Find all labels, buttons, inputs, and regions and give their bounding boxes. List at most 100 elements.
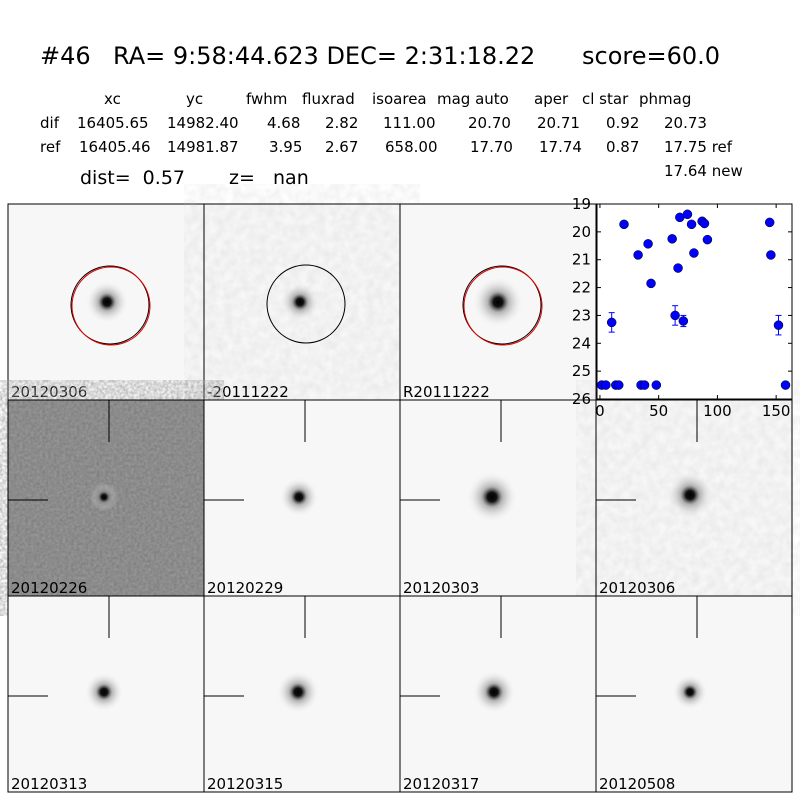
- column-header: yc: [186, 90, 203, 108]
- stamp: 20120508: [595, 595, 793, 793]
- point: [639, 380, 650, 390]
- point: [682, 209, 693, 220]
- cell: 20.73: [664, 114, 707, 132]
- cell: 14981.87: [167, 138, 239, 156]
- aperture-ref: [70, 265, 150, 345]
- column-header: aper: [534, 90, 569, 108]
- stamp: 20120229: [203, 399, 401, 597]
- column-header: fluxrad: [302, 90, 355, 108]
- point: [764, 217, 775, 228]
- cell: 658.00: [385, 138, 438, 156]
- point: [601, 380, 611, 390]
- stamp-label: 20120313: [11, 775, 87, 793]
- point: [606, 317, 617, 328]
- y-tick-label: 21: [572, 251, 591, 269]
- score: score=60.0: [582, 42, 720, 70]
- star: [90, 483, 118, 511]
- stamp: 20120306: [595, 399, 793, 597]
- column-header: xc: [104, 90, 121, 108]
- stamp: 20120317: [399, 595, 597, 793]
- column-header: fwhm: [246, 90, 287, 108]
- star: [466, 471, 518, 523]
- point: [689, 248, 699, 258]
- column-header: phmag: [639, 90, 691, 108]
- column-header: mag auto: [437, 90, 509, 108]
- stamp: 20120226: [7, 399, 205, 597]
- stamp: R20111222: [399, 203, 597, 401]
- star: [472, 276, 524, 328]
- cell: 3.95: [269, 138, 302, 156]
- z-value: z= nan: [229, 167, 309, 189]
- cell: 20.70: [468, 114, 511, 132]
- star: [84, 672, 124, 712]
- cell: 4.68: [267, 114, 300, 132]
- aperture-new: [463, 266, 543, 346]
- star: [672, 674, 708, 710]
- stamp-label: 20120508: [599, 775, 675, 793]
- phmag-new: 17.64 new: [664, 162, 743, 180]
- point: [673, 263, 683, 273]
- stamp-label: 20120317: [403, 775, 479, 793]
- aperture: [266, 264, 346, 344]
- column-header: cl star: [582, 90, 629, 108]
- row-label: dif: [40, 114, 60, 132]
- y-tick-label: 22: [572, 279, 591, 297]
- stamp: -20111222: [203, 203, 401, 401]
- cell: 16405.46: [79, 138, 151, 156]
- star: [280, 282, 320, 322]
- point: [670, 310, 680, 321]
- cell: 14982.40: [167, 114, 239, 132]
- point: [686, 219, 697, 230]
- stamps: 20120306 -20111222 R20111222 20120226 201202…: [7, 203, 793, 793]
- cell: 16405.65: [77, 114, 149, 132]
- star: [472, 670, 516, 714]
- coordinates: RA= 9:58:44.623 DEC= 2:31:18.22: [113, 42, 535, 70]
- cell: 0.87: [606, 138, 639, 156]
- cell: 20.71: [537, 114, 580, 132]
- point: [651, 380, 662, 390]
- y-tick-label: 26: [572, 390, 591, 408]
- point: [702, 234, 713, 245]
- stamp: 20120313: [7, 595, 205, 793]
- x-tick-label: 150: [762, 402, 791, 420]
- x-tick-label: 50: [649, 402, 668, 420]
- cell: 2.82: [325, 114, 358, 132]
- dist: dist= 0.57: [80, 167, 185, 189]
- star: [279, 477, 319, 517]
- cell: 111.00: [383, 114, 436, 132]
- cell: 17.70: [470, 138, 513, 156]
- point: [613, 380, 624, 390]
- point: [643, 239, 653, 249]
- stamp-label: -20111222: [207, 383, 289, 401]
- stamp-label: 20120229: [207, 579, 283, 597]
- stamp-label: 20120306: [599, 579, 675, 597]
- cell: 17.75 ref: [664, 138, 733, 156]
- point: [766, 250, 776, 260]
- x-tick-label: 100: [703, 402, 732, 420]
- point: [619, 219, 629, 230]
- point: [667, 234, 677, 244]
- stamp: 20120306: [7, 203, 205, 401]
- plot-area: [597, 204, 792, 399]
- point: [780, 380, 791, 390]
- y-tick-label: 23: [572, 306, 591, 324]
- cell: 2.67: [325, 138, 358, 156]
- y-tick-label: 19: [572, 195, 591, 213]
- cell: 0.92: [606, 114, 639, 132]
- table: xc yc fwhm fluxrad isoarea mag auto aper cl sta…: [40, 90, 733, 156]
- stamp-frame: [595, 595, 793, 793]
- stamp-label: 20120226: [11, 579, 87, 597]
- column-header: isoarea: [372, 90, 427, 108]
- point: [633, 250, 643, 260]
- row-label: ref: [40, 138, 61, 156]
- point: [678, 316, 689, 326]
- chart: 19 20 21 22 23 24 25 260 50 100 150: [572, 195, 793, 420]
- stamp-label: R20111222: [403, 383, 490, 401]
- stamp-label: 20120303: [403, 579, 479, 597]
- y-tick-label: 24: [572, 334, 591, 352]
- aperture-new: [71, 266, 151, 346]
- x-tick-label: 0: [595, 402, 605, 420]
- stamp: 20120315: [203, 595, 401, 793]
